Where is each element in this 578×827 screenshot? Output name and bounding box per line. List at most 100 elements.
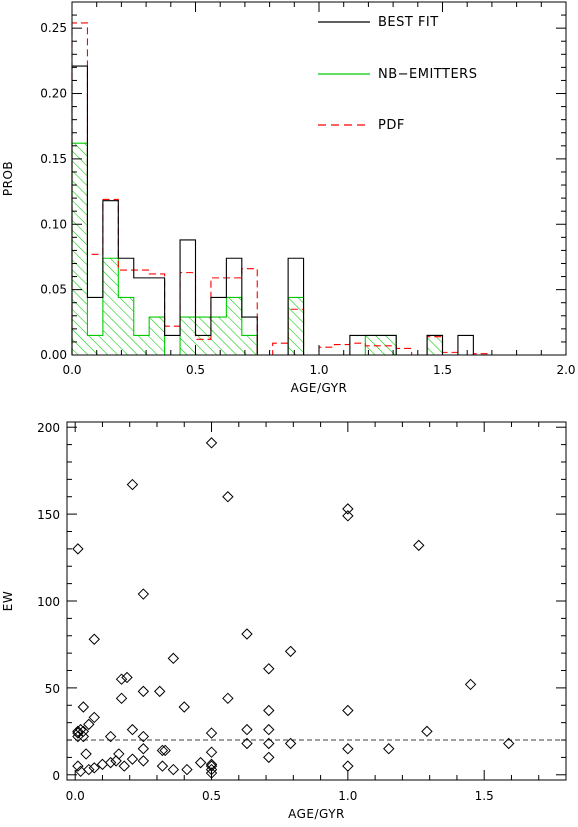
- scatter-point: [77, 730, 90, 743]
- scatter-point: [421, 725, 433, 738]
- scatter-point: [121, 671, 133, 684]
- scatter-point: [222, 692, 234, 705]
- nb-emitters-hatch-bin: [241, 335, 258, 355]
- scatter-point: [83, 718, 95, 731]
- scatter-point: [137, 685, 150, 698]
- nb-emitters-hatch-bin: [380, 335, 397, 355]
- scatter-point: [156, 760, 169, 772]
- histogram-y-axis-label: PROB: [1, 161, 15, 196]
- scatter-point: [194, 756, 207, 769]
- scatter-point: [104, 756, 117, 769]
- scatter-point: [159, 744, 171, 757]
- scatter-point: [181, 763, 193, 776]
- nb-emitters-hatch-bin: [133, 335, 150, 355]
- histogram-x-tick-label: 0.0: [62, 363, 81, 377]
- scatter-point: [205, 437, 218, 449]
- scatter-point: [115, 673, 128, 685]
- scatter-point: [126, 723, 139, 736]
- scatter-point: [118, 760, 130, 772]
- scatter-point: [263, 751, 275, 764]
- scatter-y-tick-label: 100: [37, 595, 60, 609]
- nb-emitters-hatch-bin: [180, 317, 196, 355]
- scatter-point: [110, 755, 122, 767]
- scatter-y-tick-label: 0: [52, 769, 60, 783]
- scatter-x-tick-label: 0.5: [202, 789, 221, 803]
- scatter-point: [88, 762, 100, 774]
- scatter-point: [167, 652, 180, 665]
- scatter-point: [178, 701, 190, 713]
- scatter-point: [263, 663, 275, 675]
- nb-emitters-hatch-bin: [365, 335, 381, 355]
- scatter-point: [205, 727, 218, 739]
- scatter-point: [241, 723, 253, 736]
- scatter-point: [205, 758, 218, 771]
- scatter-point: [137, 743, 150, 755]
- scatter-point: [88, 711, 100, 724]
- scatter-point: [413, 539, 425, 552]
- histogram-axes: 0.0 0.5 1.0 1.5 2.0 0.00 0.05 0.10 0.15 0.20 0.25: [40, 2, 576, 377]
- legend-label-pdf: PDF: [378, 118, 405, 133]
- scatter-point: [383, 743, 395, 755]
- histogram-panel: 0.0 0.5 1.0 1.5 2.00.000.050.100.150.200.25 …: [1, 1, 576, 395]
- scatter-point: [137, 755, 150, 767]
- scatter-point: [72, 727, 84, 739]
- scatter-y-tick-label: 200: [37, 421, 60, 435]
- scatter-plot-frame: [66, 421, 567, 781]
- scatter-x-axis-label: AGE/GYR: [288, 807, 345, 821]
- scatter-point: [72, 760, 84, 772]
- nb-emitters-hatch-bin: [427, 335, 443, 355]
- scatter-point: [167, 763, 180, 776]
- nb-emitters-hatch-bin: [195, 317, 211, 355]
- scatter-point: [342, 503, 354, 515]
- nb-emitters-hatch-bin: [87, 335, 103, 355]
- scatter-point: [104, 730, 117, 743]
- nb-emitters-hatch-bin: [288, 297, 304, 355]
- nb-emitters-hatch-bin: [118, 297, 134, 355]
- scatter-point: [83, 763, 95, 776]
- scatter-point: [77, 725, 90, 738]
- scatter-point: [72, 543, 84, 555]
- scatter-point: [241, 628, 253, 640]
- histogram-series-pdf: [71, 22, 566, 356]
- histogram-series-nb-emitters: [71, 142, 566, 356]
- scatter-point: [126, 478, 139, 491]
- nb-emitters-hatch-bin: [210, 317, 227, 355]
- histogram-y-tick-label: 0.25: [40, 21, 67, 35]
- scatter-point: [137, 588, 150, 600]
- scatter-x-tick-label: 1.0: [338, 789, 357, 803]
- scatter-point: [115, 692, 128, 705]
- scatter-points-layer: [72, 437, 515, 779]
- scatter-point: [284, 737, 297, 750]
- scatter-point: [241, 737, 253, 750]
- scatter-point: [464, 678, 477, 691]
- scatter-point: [156, 744, 169, 757]
- histogram-x-tick-label: 1.0: [309, 363, 328, 377]
- histogram-series-layer: [71, 22, 566, 356]
- scatter-point: [342, 743, 354, 755]
- scatter-point: [503, 737, 515, 750]
- scatter-point: [205, 746, 218, 758]
- scatter-y-tick-label: 50: [45, 682, 60, 696]
- histogram-x-tick-label: 1.5: [433, 363, 452, 377]
- scatter-point: [126, 753, 139, 765]
- histogram-y-tick-label: 0.00: [40, 348, 67, 362]
- nb-emitters-hatch-bin: [226, 297, 242, 355]
- legend-label-best-fit: BEST FIT: [378, 15, 439, 30]
- scatter-point: [77, 701, 90, 713]
- histogram-legend: BEST FIT NB−EMITTERS PDF: [318, 15, 477, 133]
- scatter-axes: 0.0 0.5 1.0 1.5 0 50 100 150 200: [37, 421, 566, 803]
- scatter-y-axis-label: EW: [1, 591, 15, 611]
- scatter-point: [342, 704, 354, 717]
- scatter-point: [263, 704, 275, 717]
- scatter-point: [80, 748, 92, 760]
- scatter-point: [113, 748, 125, 760]
- scatter-point: [284, 645, 297, 658]
- histogram-y-tick-label: 0.05: [40, 283, 67, 297]
- scatter-point: [88, 633, 100, 645]
- scatter-point: [342, 760, 354, 772]
- nb-emitters-hatch-bin: [102, 258, 119, 355]
- scatter-point: [263, 723, 275, 736]
- scatter-point: [263, 737, 275, 750]
- scatter-point: [222, 491, 234, 503]
